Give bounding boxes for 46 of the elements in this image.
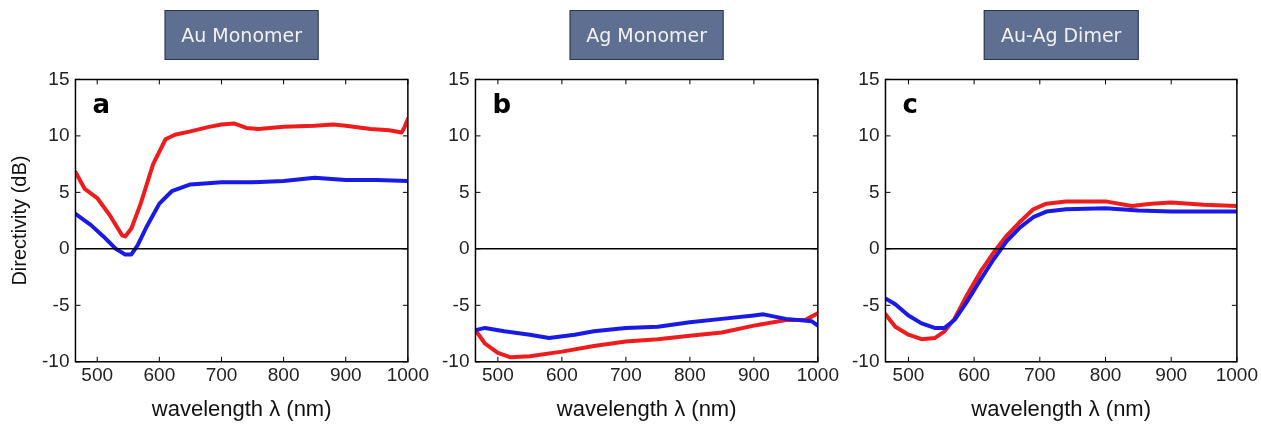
y-tick-label: 0 (58, 237, 70, 259)
annotation: c (902, 89, 918, 120)
x-tick-label: 1000 (796, 364, 840, 386)
x-tick-label: 500 (892, 364, 925, 386)
y-tick-label: -10 (41, 350, 70, 372)
y-tick-label: -5 (862, 293, 880, 315)
x-tick-label: 600 (143, 364, 176, 386)
x-axis-title: wavelength λ (nm) (150, 395, 332, 421)
x-tick-label: 700 (610, 364, 642, 386)
y-axis-title: Directivity (dB) (7, 155, 30, 286)
y-tick-label: -5 (52, 293, 70, 315)
annotation: a (92, 89, 111, 120)
x-tick-label: 1000 (386, 364, 430, 386)
x-tick-label: 900 (738, 364, 770, 386)
x-tick-label: 800 (267, 364, 300, 386)
x-tick-label: 900 (329, 364, 362, 386)
y-tick-label: 10 (858, 124, 880, 146)
x-tick-label: 800 (1089, 364, 1122, 386)
x-tick-label: 500 (482, 364, 514, 386)
x-tick-label: 600 (958, 364, 990, 386)
y-tick-label: 5 (58, 180, 70, 202)
y-tick-label: 5 (458, 180, 470, 202)
y-tick-label: -5 (452, 293, 470, 315)
x-tick-label: 700 (205, 364, 238, 386)
chart-title: Au-Ag Dimer (983, 10, 1139, 60)
y-tick-label: -10 (441, 350, 470, 372)
y-tick-label: 10 (48, 124, 70, 146)
y-tick-label: 15 (48, 67, 70, 89)
x-tick-label: 1000 (1215, 364, 1259, 386)
chart-title: Au Monomer (164, 10, 320, 60)
annotation: b (492, 89, 512, 120)
y-tick-label: 15 (448, 67, 470, 89)
y-tick-label: -10 (851, 350, 880, 372)
y-tick-label: 5 (868, 180, 880, 202)
x-tick-label: 900 (1155, 364, 1188, 386)
y-tick-label: 0 (458, 237, 470, 259)
x-axis-title: wavelength λ (nm) (555, 395, 737, 421)
x-tick-label: 800 (674, 364, 706, 386)
x-tick-label: 500 (81, 364, 114, 386)
y-tick-label: 0 (868, 237, 880, 259)
x-axis-title: wavelength λ (nm) (970, 395, 1152, 421)
y-tick-label: 15 (858, 67, 880, 89)
chart-title: Ag Monomer (569, 10, 725, 60)
y-tick-label: 10 (448, 124, 470, 146)
x-tick-label: 700 (1023, 364, 1056, 386)
x-tick-label: 600 (546, 364, 578, 386)
